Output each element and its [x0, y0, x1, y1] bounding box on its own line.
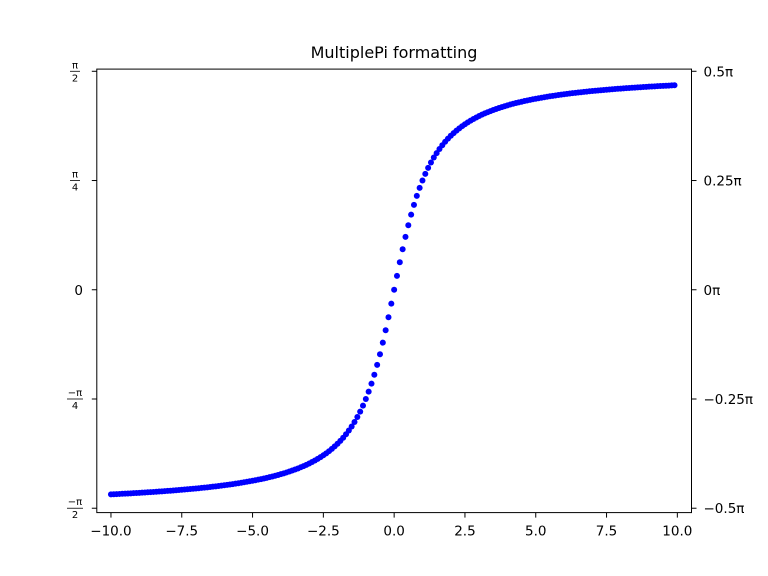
y-left-tick-denominator: 4: [72, 401, 78, 412]
data-point: [388, 300, 395, 307]
data-point: [374, 361, 381, 368]
data-point: [391, 286, 398, 293]
data-point: [360, 402, 366, 409]
data-point: [385, 314, 392, 321]
data-point: [379, 339, 386, 346]
data-point: [410, 201, 417, 208]
marks-layer: [107, 82, 678, 498]
data-point: [408, 211, 415, 218]
x-axis: −10.0 −7.5 −5.0 −2.5 0.0 2.5 5.0 7.5 10.0: [90, 512, 692, 540]
data-point: [365, 388, 372, 395]
y-left-tick-numerator: π: [72, 60, 78, 71]
data-point: [405, 222, 412, 229]
data-point: [393, 272, 400, 279]
x-tick-label: 5.0: [525, 524, 546, 540]
y-left-tick-denominator: 2: [72, 510, 78, 521]
y-left-tick-label: 0: [74, 283, 83, 299]
y-left-tick-numerator: −π: [68, 497, 82, 508]
data-point: [422, 170, 429, 177]
data-point: [354, 414, 361, 421]
data-point: [399, 246, 406, 253]
data-point: [402, 233, 409, 240]
y-left-tick-denominator: 2: [72, 73, 78, 84]
y-right-tick-label: 0.5π: [704, 64, 734, 80]
data-point: [671, 82, 678, 89]
x-tick-label: 10.0: [662, 524, 692, 540]
y-left-tick-denominator: 4: [72, 183, 78, 194]
x-tick-label: −2.5: [307, 524, 340, 540]
x-tick-label: 0.0: [383, 524, 404, 540]
y-right-tick-label: 0π: [704, 283, 721, 299]
y-right-tick-label: 0.25π: [704, 174, 742, 190]
data-point: [348, 423, 355, 430]
data-point: [430, 154, 437, 161]
data-point: [396, 259, 403, 266]
data-point: [425, 164, 432, 171]
x-tick-label: −5.0: [236, 524, 269, 540]
data-point: [419, 177, 426, 184]
data-point: [427, 159, 434, 166]
data-point: [376, 351, 383, 358]
data-point: [362, 395, 369, 402]
y-left-tick-numerator: −π: [68, 388, 82, 399]
x-tick-label: 2.5: [454, 524, 475, 540]
x-tick-label: 7.5: [596, 524, 617, 540]
y-axis-right: 0.5π 0.25π 0π −0.25π −0.5π: [691, 64, 754, 517]
data-point: [413, 192, 420, 199]
y-right-tick-label: −0.25π: [704, 392, 754, 408]
y-right-tick-label: −0.5π: [704, 501, 745, 517]
chart-title: MultiplePi formatting: [311, 43, 478, 62]
x-tick-label: −7.5: [165, 524, 198, 540]
data-point: [368, 380, 375, 387]
data-point: [416, 184, 423, 191]
data-point: [382, 327, 389, 334]
x-tick-label: −10.0: [90, 524, 131, 540]
y-axis-left: π 2 π 4 0 −π 4 −π 2: [67, 60, 97, 521]
data-point: [357, 408, 364, 415]
y-left-tick-numerator: π: [72, 170, 78, 181]
data-point: [371, 371, 378, 378]
data-point: [351, 418, 358, 425]
